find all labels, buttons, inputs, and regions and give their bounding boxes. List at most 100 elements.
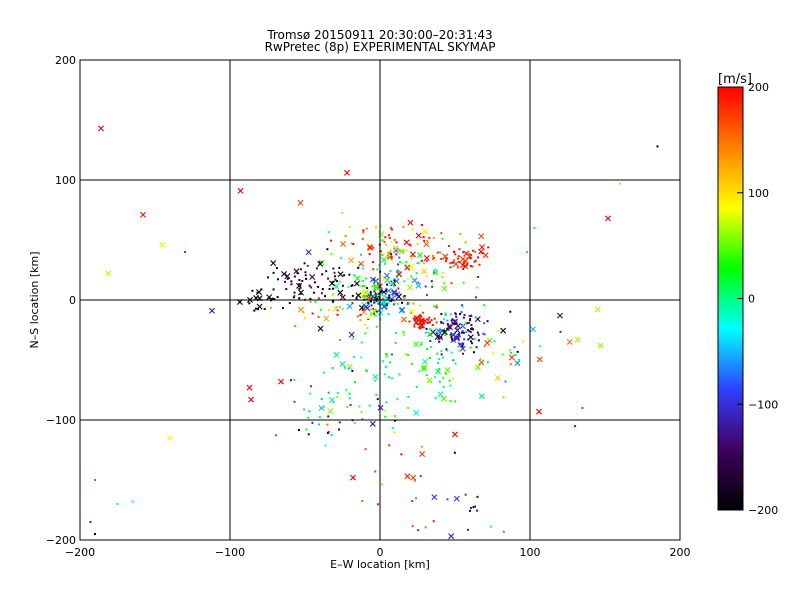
data-point (372, 268, 375, 271)
y-tick-label: 0 (69, 294, 76, 307)
data-point (305, 428, 308, 431)
data-point (371, 285, 374, 288)
data-point (475, 316, 478, 319)
data-point (411, 525, 414, 528)
data-point (432, 520, 435, 523)
data-point (469, 319, 472, 322)
data-point (373, 284, 376, 287)
colorbar-ticks: −200 −100 0 100 200 (737, 81, 778, 517)
data-point (656, 145, 659, 148)
x-tick-label: 200 (670, 546, 691, 559)
data-point-cross (436, 329, 443, 336)
data-point-cross (500, 327, 507, 334)
data-point-cross (159, 241, 166, 248)
data-point-cross (478, 359, 485, 366)
data-point (275, 267, 278, 270)
data-point-cross (317, 260, 324, 267)
data-point (469, 506, 472, 509)
data-point (446, 498, 449, 501)
data-point-cross (354, 275, 361, 282)
data-point (476, 286, 479, 289)
data-point (325, 270, 328, 273)
data-point (366, 326, 369, 329)
data-point (428, 236, 431, 239)
data-point (303, 408, 306, 411)
data-point (184, 251, 186, 253)
data-point (309, 300, 312, 303)
data-point (465, 331, 468, 334)
data-point (468, 321, 471, 324)
data-point-cross (426, 377, 433, 384)
data-point (405, 249, 408, 252)
data-point (304, 317, 307, 320)
data-point (432, 256, 435, 259)
data-point-cross (398, 248, 405, 255)
y-tick-label: 200 (55, 54, 76, 67)
x-tick-labels: −200 −100 0 100 200 (65, 546, 691, 559)
data-point (384, 415, 387, 418)
data-point (425, 327, 428, 330)
data-point-cross (358, 260, 365, 267)
data-point (526, 251, 528, 253)
data-point (415, 272, 418, 275)
data-point (364, 369, 367, 372)
data-point (317, 315, 320, 318)
data-point (445, 348, 448, 351)
data-point-cross (409, 251, 416, 258)
data-point-cross (391, 289, 398, 296)
y-axis-label: N–S location [km] (28, 251, 41, 348)
data-point (474, 505, 477, 508)
data-point-cross (298, 289, 304, 296)
data-point (375, 226, 378, 229)
data-point (509, 310, 512, 313)
data-point-cross (388, 295, 395, 302)
data-point (451, 339, 454, 342)
data-point-cross (297, 199, 304, 206)
data-point (389, 269, 392, 272)
data-point-cross (297, 306, 304, 313)
data-point (310, 286, 313, 289)
data-point (294, 324, 297, 327)
data-point (387, 302, 390, 305)
data-point (470, 315, 473, 318)
data-point (395, 253, 398, 256)
data-point (477, 333, 480, 336)
data-point (471, 342, 474, 345)
data-point (343, 366, 346, 369)
data-point-cross (98, 125, 104, 132)
data-point (397, 287, 400, 290)
data-point-cross (459, 345, 466, 352)
data-point (410, 311, 413, 314)
data-point (462, 251, 465, 254)
data-point (281, 307, 284, 310)
data-point (299, 292, 302, 295)
data-point (348, 226, 351, 229)
data-point (327, 277, 330, 280)
data-point (338, 266, 341, 269)
data-point (437, 361, 440, 364)
data-point (407, 406, 410, 409)
data-point (383, 302, 386, 305)
data-point (463, 338, 466, 341)
data-point-cross (381, 303, 388, 310)
data-point-cross (386, 254, 393, 261)
data-point-cross (333, 283, 340, 290)
data-point (440, 336, 443, 339)
data-point (469, 254, 472, 257)
data-point (508, 349, 511, 352)
data-point (384, 301, 387, 304)
x-tick-label: −100 (215, 546, 245, 559)
data-point (450, 319, 453, 322)
data-point (426, 239, 429, 242)
data-point-cross (459, 256, 466, 262)
data-point (428, 316, 431, 319)
data-point-cross (419, 451, 426, 457)
data-point (453, 251, 456, 254)
data-point (309, 297, 312, 300)
data-point (619, 182, 621, 185)
data-point (466, 322, 469, 325)
data-point (434, 268, 437, 271)
data-point (426, 348, 429, 351)
data-point (363, 294, 366, 297)
